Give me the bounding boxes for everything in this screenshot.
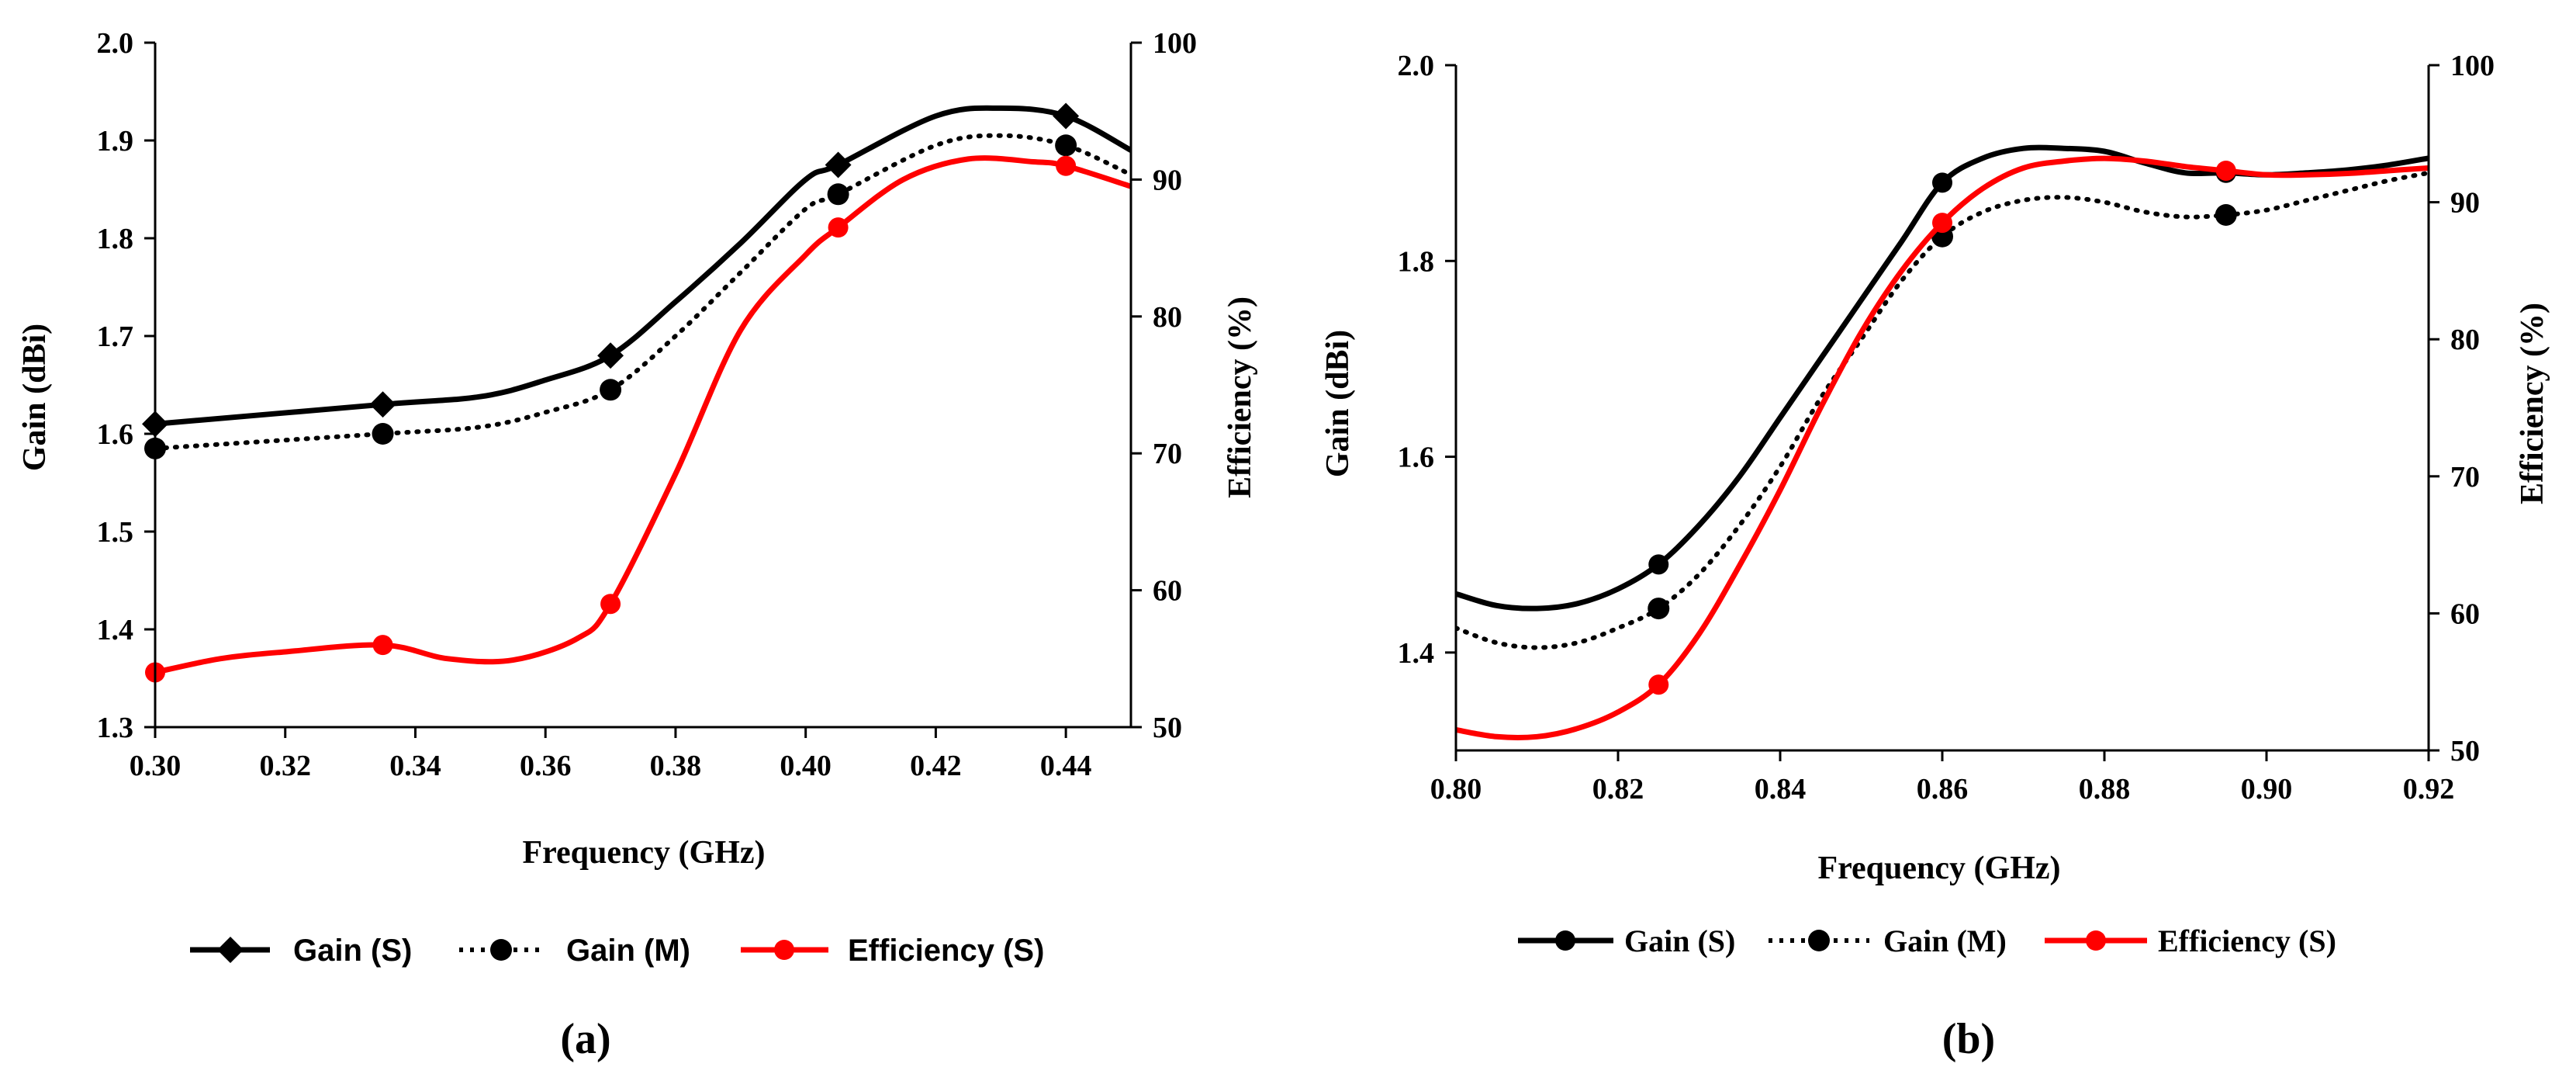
y-tick-label-a: 1.5	[97, 516, 134, 549]
y2-tick-label-b: 60	[2450, 598, 2480, 630]
x-axis-label-b: Frequency (GHz)	[1818, 851, 2061, 886]
data-point-gain-s-a	[597, 342, 624, 369]
data-point-gain-m-a	[372, 423, 394, 445]
x-tick-label-b: 0.86	[1917, 773, 1969, 806]
x-tick-label-a: 0.32	[259, 750, 311, 782]
x-tick-label-b: 0.88	[2079, 773, 2131, 806]
panel-b: 0.80 0.82 0.84 0.86 0.88 0.90 0.92 1.4 1.6 1.8 2.0…	[1320, 50, 2550, 1063]
legend-label-efficiency-s-b: Efficiency (S)	[2158, 923, 2336, 958]
data-point-efficiency-s-b	[2215, 160, 2236, 181]
legend-marker-gain-s-a	[217, 937, 244, 963]
legend-label-efficiency-s-a: Efficiency (S)	[848, 934, 1044, 968]
data-point-efficiency-s-a	[372, 635, 393, 656]
series-line-efficiency-s-a	[155, 155, 1131, 675]
series-line-gain-m-b	[1456, 170, 2429, 650]
legend-label-gain-m-a: Gain (M)	[566, 934, 690, 968]
x-tick-label-a: 0.30	[130, 750, 182, 782]
y-tick-label-a: 1.9	[97, 125, 134, 158]
legend-entry-gain-m-b: Gain (M)	[1769, 923, 2007, 958]
data-point-gain-m-a	[1055, 134, 1077, 157]
legend-entry-gain-s-b: Gain (S)	[1518, 923, 1735, 958]
y-tick-label-b: 2.0	[1398, 50, 1435, 82]
data-point-gain-m-a	[600, 379, 622, 401]
legend-label-gain-m-b: Gain (M)	[1883, 923, 2007, 958]
data-point-efficiency-s-b	[1932, 213, 1952, 234]
series-line-efficiency-s-b	[1456, 155, 2429, 741]
y-tick-label-b: 1.8	[1398, 245, 1435, 278]
y-tick-label-a: 1.4	[97, 614, 134, 646]
data-point-gain-m-a	[827, 183, 849, 206]
legend-b: Gain (S) Gain (M) Efficiency (S)	[1518, 923, 2336, 958]
data-point-gain-s-a	[1053, 102, 1080, 130]
panel-a: 0.30 0.32 0.34 0.36 0.38 0.40 0.42 0.44 1.3 1.4 1.…	[17, 27, 1258, 1063]
x-tick-label-a: 0.40	[780, 750, 832, 782]
x-tick-label-a: 0.44	[1040, 750, 1092, 782]
y2-tick-label-b: 70	[2450, 461, 2480, 494]
plot-area-b: 0.80 0.82 0.84 0.86 0.88 0.90 0.92 1.4 1.6 1.8 2.0…	[1398, 50, 2495, 806]
data-point-gain-s-b	[1932, 172, 1952, 193]
y2-axis-label-b: Efficiency (%)	[2515, 303, 2550, 504]
y-tick-label-a: 1.7	[97, 320, 134, 353]
y-tick-label-a: 1.8	[97, 223, 134, 255]
legend-entry-efficiency-s-b: Efficiency (S)	[2045, 923, 2336, 958]
y-tick-label-b: 1.4	[1398, 637, 1435, 670]
series-line-gain-s-a	[155, 105, 1131, 427]
legend-marker-efficiency-s-b	[2086, 930, 2106, 951]
data-point-gain-s-a	[369, 391, 396, 418]
x-axis-label-a: Frequency (GHz)	[523, 835, 766, 871]
y2-tick-label-a: 70	[1153, 438, 1182, 470]
x-tick-label-a: 0.36	[520, 750, 572, 782]
y-axis-label-b: Gain (dBi)	[1320, 330, 1356, 477]
y2-tick-label-a: 80	[1153, 301, 1182, 334]
data-point-efficiency-s-a	[600, 594, 621, 615]
y-tick-label-b: 1.6	[1398, 442, 1435, 474]
y-tick-label-a: 1.6	[97, 418, 134, 451]
y2-tick-label-b: 80	[2450, 324, 2480, 356]
data-point-gain-m-b	[2215, 203, 2237, 226]
y-tick-label-a: 1.3	[97, 712, 134, 744]
data-point-gain-s-a	[825, 151, 852, 178]
legend-label-gain-s-a: Gain (S)	[293, 934, 412, 968]
y2-tick-label-b: 50	[2450, 735, 2480, 767]
y2-tick-label-a: 100	[1153, 27, 1197, 60]
y2-tick-label-a: 90	[1153, 164, 1182, 196]
panel-label-b: (b)	[1942, 1015, 1995, 1063]
y-axis-label-a: Gain (dBi)	[17, 324, 53, 471]
data-point-efficiency-s-a	[1056, 155, 1077, 176]
y2-tick-label-b: 90	[2450, 187, 2480, 220]
legend-marker-gain-m-b	[1808, 930, 1830, 951]
legend-marker-gain-s-b	[1555, 930, 1575, 951]
legend-entry-gain-s-a: Gain (S)	[190, 934, 412, 968]
legend-marker-efficiency-s-a	[774, 940, 794, 960]
legend-a: Gain (S) Gain (M) Efficiency (S)	[190, 934, 1044, 968]
x-tick-label-a: 0.38	[650, 750, 702, 782]
x-tick-label-b: 0.80	[1430, 773, 1482, 806]
y2-axis-label-a: Efficiency (%)	[1222, 296, 1258, 498]
x-tick-label-b: 0.90	[2241, 773, 2293, 806]
y2-tick-label-a: 60	[1153, 575, 1182, 608]
data-point-gain-m-b	[1648, 598, 1670, 620]
legend-entry-gain-m-a: Gain (M)	[459, 934, 690, 968]
data-point-efficiency-s-a	[828, 217, 849, 238]
legend-label-gain-s-b: Gain (S)	[1624, 923, 1735, 958]
legend-entry-efficiency-s-a: Efficiency (S)	[741, 934, 1044, 968]
legend-marker-gain-m-a	[490, 939, 512, 961]
data-point-efficiency-s-b	[1648, 674, 1669, 695]
series-line-gain-m-a	[155, 133, 1131, 451]
x-tick-label-a: 0.34	[389, 750, 441, 782]
data-point-gain-s-b	[1648, 554, 1669, 575]
plot-area-a: 0.30 0.32 0.34 0.36 0.38 0.40 0.42 0.44 1.3 1.4 1.…	[97, 27, 1198, 782]
x-tick-label-b: 0.82	[1592, 773, 1644, 806]
y-tick-label-a: 2.0	[97, 27, 134, 60]
x-tick-label-b: 0.92	[2403, 773, 2455, 806]
y2-tick-label-b: 100	[2450, 50, 2495, 82]
x-tick-label-b: 0.84	[1755, 773, 1807, 806]
panel-label-a: (a)	[560, 1015, 610, 1063]
x-tick-label-a: 0.42	[910, 750, 962, 782]
y2-tick-label-a: 50	[1153, 712, 1182, 744]
